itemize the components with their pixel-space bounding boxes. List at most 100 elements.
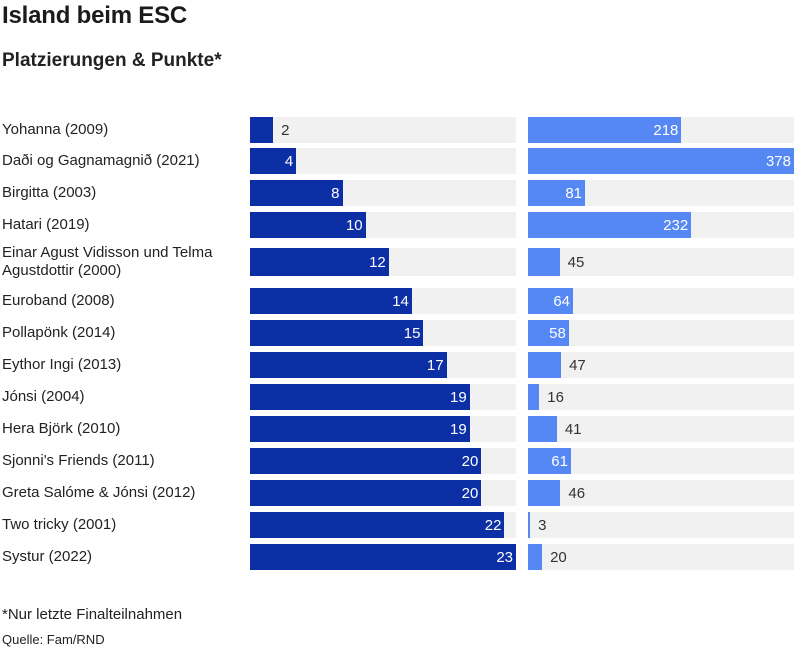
placement-bar xyxy=(250,288,412,314)
category-label: Daði og Gagnamagnið (2021) xyxy=(2,152,200,169)
data-label: 61 xyxy=(551,452,568,470)
placement-bar xyxy=(250,544,516,570)
bar-track: 41 xyxy=(528,416,794,442)
bar-track: 218 xyxy=(528,117,794,143)
bar-track: 47 xyxy=(528,352,794,378)
bar-track: 20 xyxy=(250,448,516,474)
bar-track: 20 xyxy=(250,480,516,506)
data-label: 10 xyxy=(345,216,363,234)
bar-track: 45 xyxy=(528,248,794,276)
data-label: 232 xyxy=(663,216,689,234)
points-bar xyxy=(528,117,682,143)
data-label: 47 xyxy=(569,356,586,374)
bar-track: 46 xyxy=(528,480,794,506)
data-label: 17 xyxy=(426,356,444,374)
points-bar xyxy=(528,512,531,538)
bar-track: 378 xyxy=(528,148,794,174)
category-label: Birgitta (2003) xyxy=(2,184,97,201)
category-label: Hera Björk (2010) xyxy=(2,420,121,437)
points-bar xyxy=(528,448,571,474)
data-label: 20 xyxy=(550,548,567,566)
data-label: 46 xyxy=(568,484,586,502)
bar-track: 4 xyxy=(250,148,516,174)
chart-row: Two tricky (2001) 22 3 xyxy=(0,512,800,538)
data-label: 15 xyxy=(403,324,421,342)
points-bar xyxy=(528,148,794,174)
data-label: 218 xyxy=(653,121,679,139)
bar-track: 17 xyxy=(250,352,516,378)
data-label: 12 xyxy=(369,253,386,271)
data-label: 19 xyxy=(450,420,467,438)
data-label: 23 xyxy=(496,548,513,566)
chart-row: Hera Björk (2010) 19 41 xyxy=(0,416,800,442)
category-label: Pollapönk (2014) xyxy=(2,324,116,341)
bar-track: 16 xyxy=(528,384,794,410)
chart-row: Pollapönk (2014) 15 58 xyxy=(0,320,800,346)
chart-row: Hatari (2019) 10 232 xyxy=(0,212,800,238)
bar-track: 232 xyxy=(528,212,794,238)
placement-bar xyxy=(250,148,297,174)
source-note: Quelle: Fam/RND xyxy=(2,632,105,647)
chart-row: Einar Agust Vidisson und Telma Agustdott… xyxy=(0,244,800,279)
placement-bar xyxy=(250,180,343,206)
data-label: 4 xyxy=(284,152,294,170)
placement-bar xyxy=(250,248,389,276)
data-label: 20 xyxy=(461,484,479,502)
points-bar xyxy=(528,352,562,378)
points-bar xyxy=(528,212,692,238)
bar-track: 58 xyxy=(528,320,794,346)
data-label: 19 xyxy=(450,388,467,406)
data-label: 58 xyxy=(549,324,566,342)
data-label: 2 xyxy=(281,121,290,139)
placement-bar xyxy=(250,448,482,474)
bar-track: 15 xyxy=(250,320,516,346)
placement-bar xyxy=(250,512,505,538)
data-label: 22 xyxy=(484,516,502,534)
category-label: Eythor Ingi (2013) xyxy=(2,356,122,373)
points-bar xyxy=(528,248,560,276)
chart-title: Island beim ESC xyxy=(2,2,188,29)
points-bar xyxy=(528,320,569,346)
bar-track: 23 xyxy=(250,544,516,570)
chart-row: Systur (2022) 23 20 xyxy=(0,544,800,570)
bar-track: 12 xyxy=(250,248,516,276)
chart-subtitle: Platzierungen & Punkte* xyxy=(2,50,222,71)
category-label: Euroband (2008) xyxy=(2,292,115,309)
data-label: 45 xyxy=(567,253,585,271)
chart-row: Euroband (2008) 14 64 xyxy=(0,288,800,314)
data-label: 16 xyxy=(547,388,564,406)
bar-track: 8 xyxy=(250,180,516,206)
category-label: Systur (2022) xyxy=(2,548,93,565)
bar-track: 61 xyxy=(528,448,794,474)
footnote: *Nur letzte Finalteilnahmen xyxy=(2,606,183,623)
points-bar xyxy=(528,180,585,206)
placement-bar xyxy=(250,212,366,238)
category-label: Two tricky (2001) xyxy=(2,516,117,533)
points-bar xyxy=(528,384,540,410)
data-label: 8 xyxy=(331,184,340,202)
bar-track: 19 xyxy=(250,384,516,410)
points-bar xyxy=(528,480,561,506)
bar-track: 64 xyxy=(528,288,794,314)
placement-bar xyxy=(250,416,470,442)
chart-row: Jónsi (2004) 19 16 xyxy=(0,384,800,410)
chart-row: Sjonni's Friends (2011) 20 61 xyxy=(0,448,800,474)
bar-track: 3 xyxy=(528,512,794,538)
chart-row: Eythor Ingi (2013) 17 47 xyxy=(0,352,800,378)
bar-track: 81 xyxy=(528,180,794,206)
bar-track: 10 xyxy=(250,212,516,238)
bar-track: 14 xyxy=(250,288,516,314)
data-label: 41 xyxy=(564,420,582,438)
chart-row: Daði og Gagnamagnið (2021) 4 378 xyxy=(0,148,800,174)
placement-bar xyxy=(250,352,447,378)
chart-row: Yohanna (2009) 2 218 xyxy=(0,117,800,143)
bar-track: 22 xyxy=(250,512,516,538)
data-label: 81 xyxy=(565,184,582,202)
placement-bar xyxy=(250,320,424,346)
bar-track: 2 xyxy=(250,117,516,143)
points-bar xyxy=(528,544,543,570)
points-bar xyxy=(528,416,557,442)
placement-bar xyxy=(250,480,482,506)
data-label: 14 xyxy=(392,292,409,310)
category-label: Greta Salóme & Jónsi (2012) xyxy=(2,484,196,501)
